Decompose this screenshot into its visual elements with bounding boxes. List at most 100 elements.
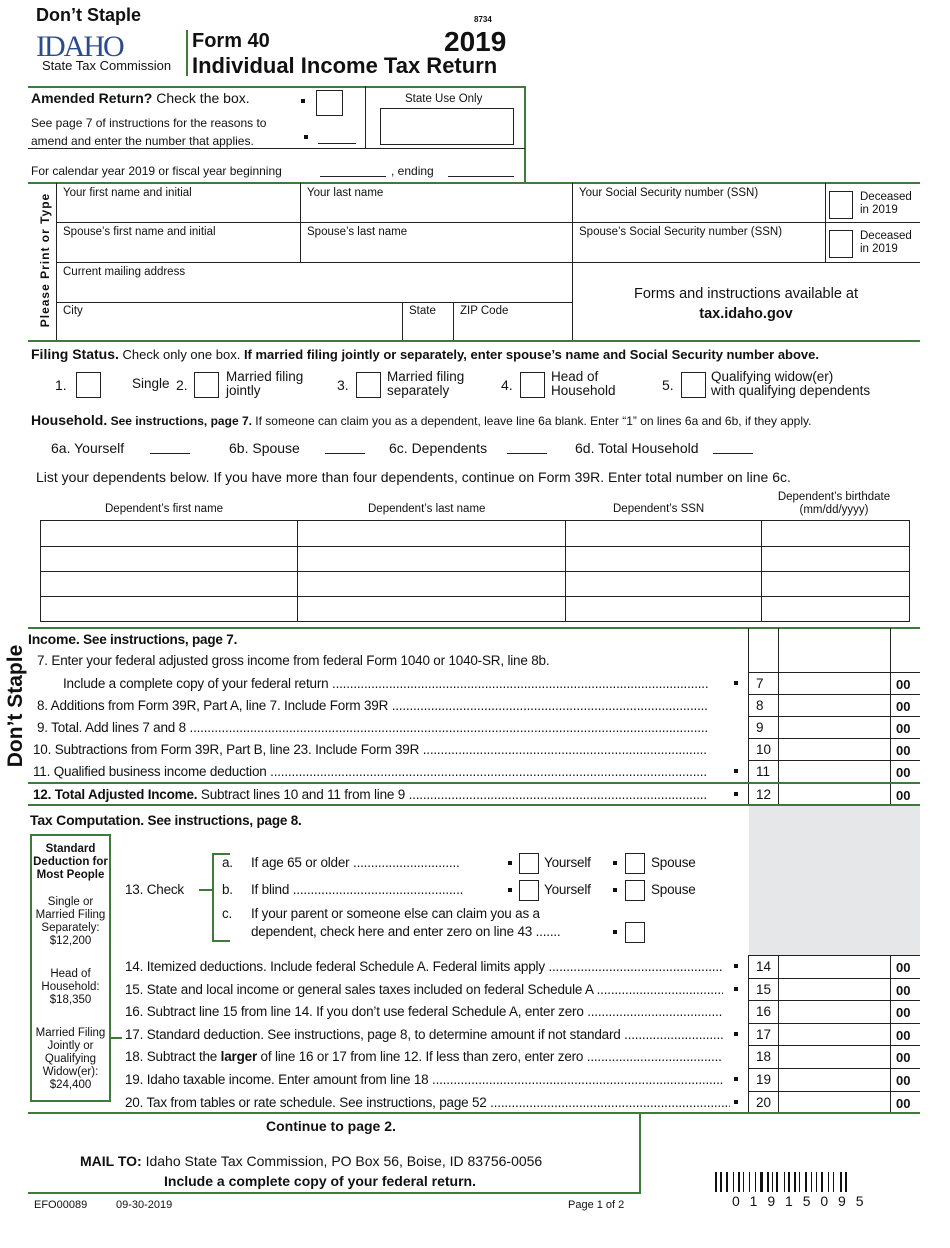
dependent-row[interactable] [41,571,909,596]
line-number: 9 [756,720,764,735]
spouse-ssn-field[interactable]: Spouse’s Social Security number (SSN) [579,226,783,238]
household-field-label: 6c. Dependents [389,440,488,456]
line-8-amount-input[interactable] [779,694,890,716]
tax-computation-heading: Tax Computation. See instructions, page … [30,812,302,828]
income-line-8: 8. Additions from Form 39R, Part A, line… [37,698,708,713]
form-code-footer: EFO00089 [34,1199,88,1211]
blind-yourself-checkbox[interactable] [519,880,539,901]
spouse-label: Spouse [651,882,696,897]
line-number: 18 [756,1049,772,1065]
last-name-field[interactable]: Your last name [307,187,384,199]
line-17-amount-input[interactable] [779,1023,890,1045]
barcode [715,1172,918,1192]
line-number: 15 [756,981,772,997]
filing-option-label: Qualifying widow(er) with qualifying depe… [711,369,871,398]
filing-option-label: Married filing jointly [226,369,304,398]
income-heading: Income. See instructions, page 7. [28,631,238,647]
city-field[interactable]: City [63,305,83,317]
cents: 00 [896,1005,911,1021]
form-title: Individual Income Tax Return [192,53,498,78]
line-20-amount-input[interactable] [779,1091,890,1113]
line-13c-letter: c. [222,906,233,921]
line-number: 12 [756,787,772,802]
household-field-input[interactable] [713,453,753,454]
print-or-type-label: Please Print or Type [38,192,52,328]
amended-checkbox[interactable] [316,90,343,116]
cents: 00 [896,1050,911,1066]
amended-instructions-2: amend and enter the number that applies. [31,134,254,148]
spouse-deceased-checkbox[interactable] [829,230,853,258]
filing-option-number: 1. [55,377,67,393]
shaded-area [749,806,920,955]
zip-field[interactable]: ZIP Code [460,305,509,317]
fiscal-end-field[interactable] [448,176,514,177]
line-9-amount-input[interactable] [779,716,890,738]
cents: 00 [896,788,911,803]
line-number: 10 [756,742,772,757]
cents: 00 [896,677,911,692]
tax-line-18: 18. Subtract the larger of line 16 or 17… [125,1049,723,1065]
line-number: 16 [756,1004,772,1020]
yourself-label: Yourself [544,882,591,897]
spouse-last-name-field[interactable]: Spouse’s last name [307,226,408,238]
filing-status-checkbox-1[interactable] [76,372,101,398]
ssn-field[interactable]: Your Social Security number (SSN) [579,187,759,199]
line-18-amount-input[interactable] [779,1045,890,1067]
state-field[interactable]: State [409,305,436,317]
filing-status-checkbox-2[interactable] [194,372,219,398]
line-number: 17 [756,1026,772,1042]
line-number: 14 [756,959,772,974]
household-field-input[interactable] [150,453,190,454]
spouse-deceased-label: Deceased in 2019 [860,230,912,255]
blind-spouse-checkbox[interactable] [625,880,645,901]
filing-status-checkbox-3[interactable] [356,372,381,398]
tax-line-14: 14. Itemized deductions. Include federal… [125,959,723,974]
tax-line-15: 15. State and local income or general sa… [125,981,723,997]
amended-reason-field[interactable] [318,143,356,144]
line-12-amount-input[interactable] [779,783,890,805]
filing-option-number: 3. [337,377,349,393]
spouse-first-name-field[interactable]: Spouse’s first name and initial [63,226,216,238]
yourself-label: Yourself [544,855,591,870]
form-number: Form 40 [192,30,270,52]
filing-status-heading: Filing Status. Check only one box. If ma… [31,346,819,362]
cents: 00 [896,743,911,758]
line-15-amount-input[interactable] [779,978,890,1000]
dependent-checkbox[interactable] [625,922,645,943]
deceased-checkbox[interactable] [829,191,853,219]
line-10-amount-input[interactable] [779,738,890,760]
line-14-amount-input[interactable] [779,955,890,977]
age65-yourself-checkbox[interactable] [519,853,539,874]
household-field-input[interactable] [507,453,547,454]
line-16-amount-input[interactable] [779,1000,890,1022]
fiscal-year-label: For calendar year 2019 or fiscal year be… [31,164,282,178]
revision-date: 09-30-2019 [116,1199,173,1211]
cents: 00 [896,1073,911,1088]
tax-line-16: 16. Subtract line 15 from line 14. If yo… [125,1004,723,1020]
household-field-input[interactable] [325,453,365,454]
first-name-field[interactable]: Your first name and initial [63,187,192,199]
cents: 00 [896,1027,911,1043]
line-7-amount-input[interactable] [779,672,890,694]
state-use-box [380,108,514,145]
line-19-amount-input[interactable] [779,1068,890,1090]
line-13c-text: If your parent or someone else can claim… [251,906,540,921]
cents: 00 [896,982,911,998]
line-11-amount-input[interactable] [779,760,890,782]
filing-status-checkbox-5[interactable] [681,372,706,398]
line-13b-text: If blind ...............................… [251,882,464,897]
filing-status-checkbox-4[interactable] [520,372,545,398]
website-link[interactable]: tax.idaho.gov [699,306,793,322]
fiscal-begin-field[interactable] [320,176,386,177]
dependent-row[interactable] [41,596,909,621]
income-line-12: 12. Total Adjusted Income. Subtract line… [33,787,708,802]
fiscal-ending-label: , ending [391,164,434,178]
line-13-label: 13. Check [125,882,184,897]
cents: 00 [896,960,911,975]
dependent-row[interactable] [41,521,909,546]
dependent-row[interactable] [41,546,909,571]
age65-spouse-checkbox[interactable] [625,853,645,874]
address-field[interactable]: Current mailing address [63,266,186,278]
agency-name: State Tax Commission [42,58,172,73]
amended-instructions: See page 7 of instructions for the reaso… [31,116,267,130]
